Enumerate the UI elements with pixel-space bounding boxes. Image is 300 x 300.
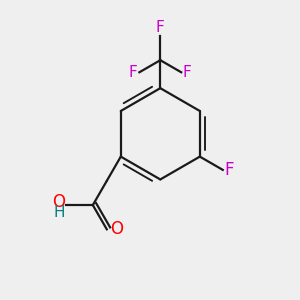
Text: F: F (225, 161, 234, 179)
Text: F: F (183, 65, 192, 80)
Text: O: O (52, 193, 65, 211)
Text: H: H (53, 205, 65, 220)
Text: F: F (156, 20, 165, 35)
Text: F: F (129, 65, 138, 80)
Text: O: O (110, 220, 123, 238)
